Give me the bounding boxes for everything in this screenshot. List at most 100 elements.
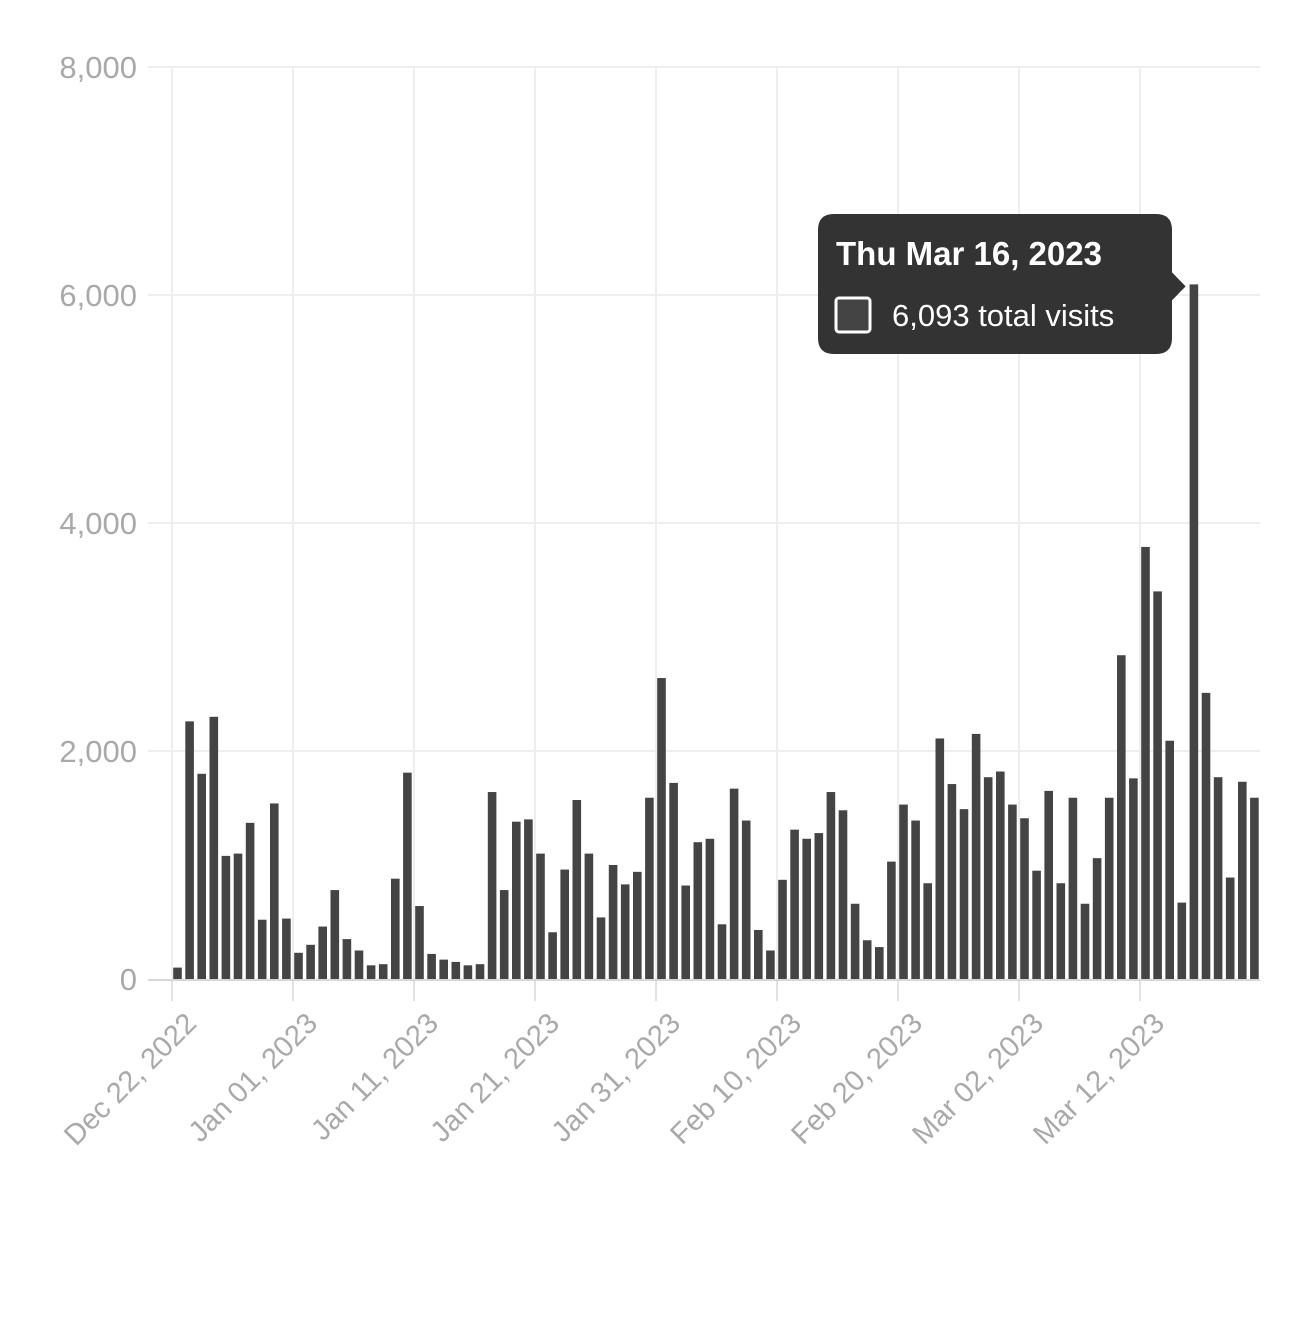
bar[interactable]: [512, 821, 521, 979]
bar[interactable]: [657, 678, 666, 979]
x-tick-label: Jan 01, 2023: [183, 1007, 324, 1148]
bar[interactable]: [705, 838, 715, 979]
bar[interactable]: [681, 885, 690, 979]
bar[interactable]: [354, 950, 364, 980]
bar[interactable]: [838, 810, 848, 979]
bar[interactable]: [1238, 781, 1247, 979]
bar[interactable]: [572, 800, 582, 979]
bar[interactable]: [802, 838, 811, 979]
bar[interactable]: [790, 829, 799, 979]
bar[interactable]: [1080, 903, 1090, 979]
bar[interactable]: [669, 782, 678, 979]
bar[interactable]: [318, 926, 327, 979]
bar[interactable]: [947, 784, 957, 979]
bar[interactable]: [766, 950, 775, 980]
bar[interactable]: [693, 842, 703, 979]
bar[interactable]: [887, 861, 896, 979]
bar[interactable]: [983, 777, 993, 979]
bar[interactable]: [173, 967, 182, 979]
bar[interactable]: [221, 855, 231, 979]
bar[interactable]: [475, 964, 485, 979]
bar[interactable]: [270, 803, 279, 979]
tooltip-background: [818, 214, 1186, 354]
bar[interactable]: [1044, 790, 1053, 979]
bar[interactable]: [391, 878, 400, 979]
bar[interactable]: [1165, 740, 1174, 979]
bar[interactable]: [1141, 546, 1150, 979]
x-tick-label: Mar 12, 2023: [1027, 1007, 1170, 1150]
bar[interactable]: [875, 947, 884, 979]
bar[interactable]: [717, 924, 727, 979]
bar[interactable]: [1008, 804, 1017, 979]
bar[interactable]: [463, 965, 473, 979]
bar[interactable]: [596, 917, 606, 979]
y-tick-label: 8,000: [59, 50, 137, 85]
bar[interactable]: [911, 820, 920, 979]
bar[interactable]: [935, 738, 945, 979]
bar[interactable]: [560, 869, 569, 979]
bar[interactable]: [862, 940, 872, 979]
bar[interactable]: [282, 918, 291, 979]
bar[interactable]: [536, 853, 545, 979]
bar[interactable]: [439, 959, 448, 979]
bar[interactable]: [778, 879, 787, 979]
bar[interactable]: [1129, 778, 1138, 979]
bar[interactable]: [1225, 877, 1235, 979]
bars-layer: [173, 284, 1259, 979]
bar[interactable]: [451, 961, 461, 979]
bar[interactable]: [415, 906, 424, 979]
bar[interactable]: [923, 883, 932, 979]
bar[interactable]: [584, 853, 594, 979]
bar[interactable]: [185, 721, 194, 979]
bar[interactable]: [245, 822, 255, 979]
bar[interactable]: [342, 939, 352, 979]
bar[interactable]: [1117, 655, 1126, 979]
bar[interactable]: [1213, 777, 1223, 979]
bar[interactable]: [729, 788, 739, 979]
bar[interactable]: [233, 853, 243, 979]
bar[interactable]: [645, 797, 654, 979]
bar[interactable]: [1056, 883, 1066, 979]
bar[interactable]: [524, 819, 533, 979]
bar[interactable]: [1068, 797, 1078, 979]
bar[interactable]: [826, 792, 836, 979]
x-tick-label: Dec 22, 2022: [58, 1007, 203, 1152]
bar[interactable]: [403, 772, 412, 979]
y-tick-label: 2,000: [59, 734, 137, 769]
bar[interactable]: [1250, 797, 1259, 979]
y-tick-label: 0: [120, 962, 137, 997]
bar[interactable]: [959, 809, 969, 979]
bar[interactable]: [378, 964, 388, 979]
bar[interactable]: [257, 919, 267, 979]
bar[interactable]: [1177, 902, 1187, 979]
bar[interactable]: [608, 865, 618, 979]
bar[interactable]: [499, 890, 509, 979]
bar[interactable]: [996, 771, 1005, 979]
bar[interactable]: [1189, 284, 1199, 979]
bar[interactable]: [971, 733, 981, 979]
bar[interactable]: [850, 903, 860, 979]
bar[interactable]: [633, 871, 642, 979]
bar[interactable]: [1201, 692, 1211, 979]
bar[interactable]: [306, 944, 315, 979]
bar[interactable]: [427, 953, 436, 979]
bar[interactable]: [209, 716, 219, 979]
bar[interactable]: [1020, 818, 1029, 979]
bar[interactable]: [366, 965, 376, 979]
bar[interactable]: [1153, 591, 1162, 979]
bar[interactable]: [899, 804, 908, 979]
bar[interactable]: [741, 820, 751, 979]
bar[interactable]: [330, 890, 340, 979]
bar[interactable]: [294, 952, 303, 979]
bar[interactable]: [197, 773, 206, 979]
bar[interactable]: [548, 932, 557, 979]
bar[interactable]: [814, 833, 824, 979]
bar[interactable]: [1104, 797, 1114, 979]
bar[interactable]: [1032, 870, 1041, 979]
tooltip-legend-swatch: [834, 296, 872, 334]
bar[interactable]: [620, 884, 630, 979]
bar[interactable]: [1092, 858, 1102, 979]
bar[interactable]: [754, 929, 763, 979]
bar[interactable]: [487, 792, 497, 979]
